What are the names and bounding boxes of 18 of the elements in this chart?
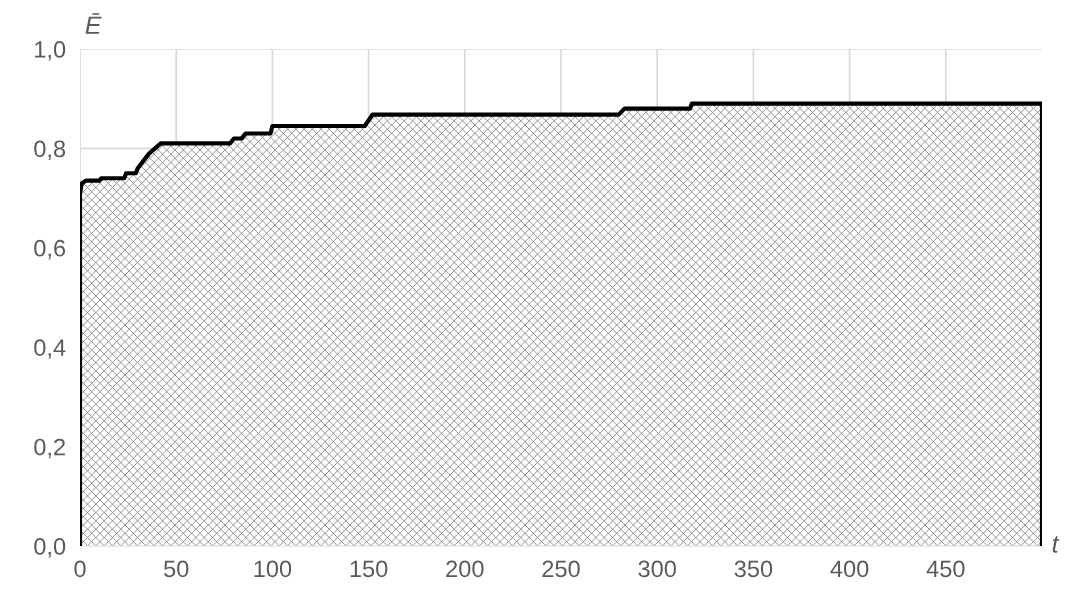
x-tick-label: 100 [254, 560, 292, 578]
y-tick-label: 0,2 [34, 438, 65, 459]
x-tick-label: 450 [926, 560, 965, 578]
x-tick-label: 250 [542, 560, 580, 578]
y-axis-title: Ē [85, 13, 102, 34]
y-tick-label: 0,6 [34, 239, 66, 260]
y-tick-label: 0,0 [34, 538, 66, 558]
y-tick-label: 0,8 [34, 140, 66, 160]
x-tick-label: 200 [446, 560, 484, 578]
x-tick-label: 150 [350, 560, 388, 578]
y-tick-label: 0,4 [34, 339, 66, 359]
x-tick-label: 0 [74, 560, 86, 578]
x-tick-label: 300 [638, 560, 676, 578]
y-tick-label: 1,0 [35, 41, 66, 61]
x-tick-label: 50 [164, 560, 189, 578]
x-tick-label: 350 [734, 560, 773, 578]
x-tick-label: 400 [830, 560, 869, 578]
x-axis-title: t [1052, 536, 1060, 553]
